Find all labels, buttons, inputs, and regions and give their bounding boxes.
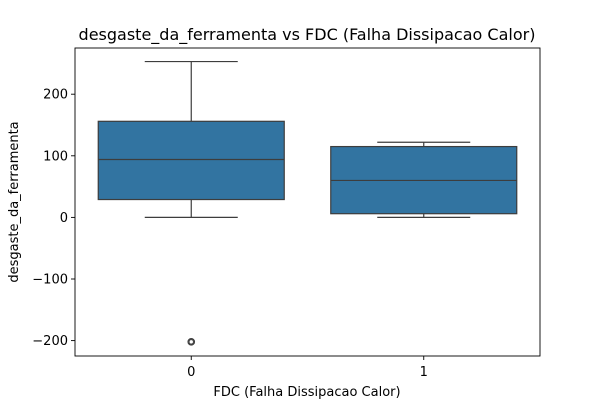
y-tick-label: 0 <box>60 211 68 226</box>
y-tick-label: −100 <box>32 273 68 288</box>
plot-frame <box>74 47 541 357</box>
y-axis-label: desgaste_da_ferramenta <box>7 121 22 282</box>
plot-area <box>97 60 518 346</box>
x-tick-label: 0 <box>187 365 195 380</box>
box-group-1 <box>330 141 518 218</box>
box-group-0 <box>97 60 285 346</box>
y-axis: −200 −100 0 100 200 <box>32 88 75 349</box>
y-tick-label: −200 <box>32 334 68 349</box>
outlier-point <box>187 338 196 346</box>
y-tick-label: 100 <box>43 149 68 164</box>
box-0 <box>97 120 285 201</box>
y-tick-label: 200 <box>43 88 68 103</box>
x-axis-label: FDC (Falha Dissipacao Calor) <box>213 385 400 400</box>
chart-title: desgaste_da_ferramenta vs FDC (Falha Dis… <box>79 25 536 45</box>
x-tick-label: 1 <box>420 365 428 380</box>
outlier-point <box>188 339 194 345</box>
